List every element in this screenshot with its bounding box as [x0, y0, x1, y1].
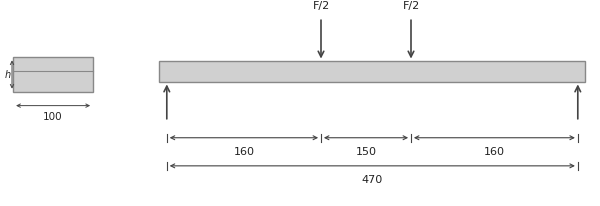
Text: F/2: F/2 — [403, 1, 419, 11]
Text: 160: 160 — [233, 147, 254, 157]
Text: 100: 100 — [43, 112, 63, 122]
Text: h: h — [5, 69, 11, 80]
Bar — [159, 61, 585, 82]
Text: F/2: F/2 — [313, 1, 329, 11]
Text: 150: 150 — [356, 147, 377, 157]
Bar — [13, 57, 93, 92]
Text: 160: 160 — [484, 147, 505, 157]
Text: 470: 470 — [362, 175, 383, 185]
